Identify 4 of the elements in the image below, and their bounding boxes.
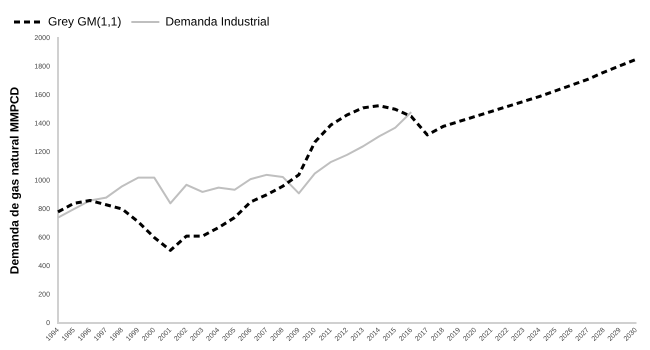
y-axis-title: Demanda de gas natural MMPCD [8,86,22,274]
legend-label: Demanda Industrial [165,14,270,28]
line-series [56,58,638,252]
legend-label: Grey GM(1,1) [48,14,122,28]
